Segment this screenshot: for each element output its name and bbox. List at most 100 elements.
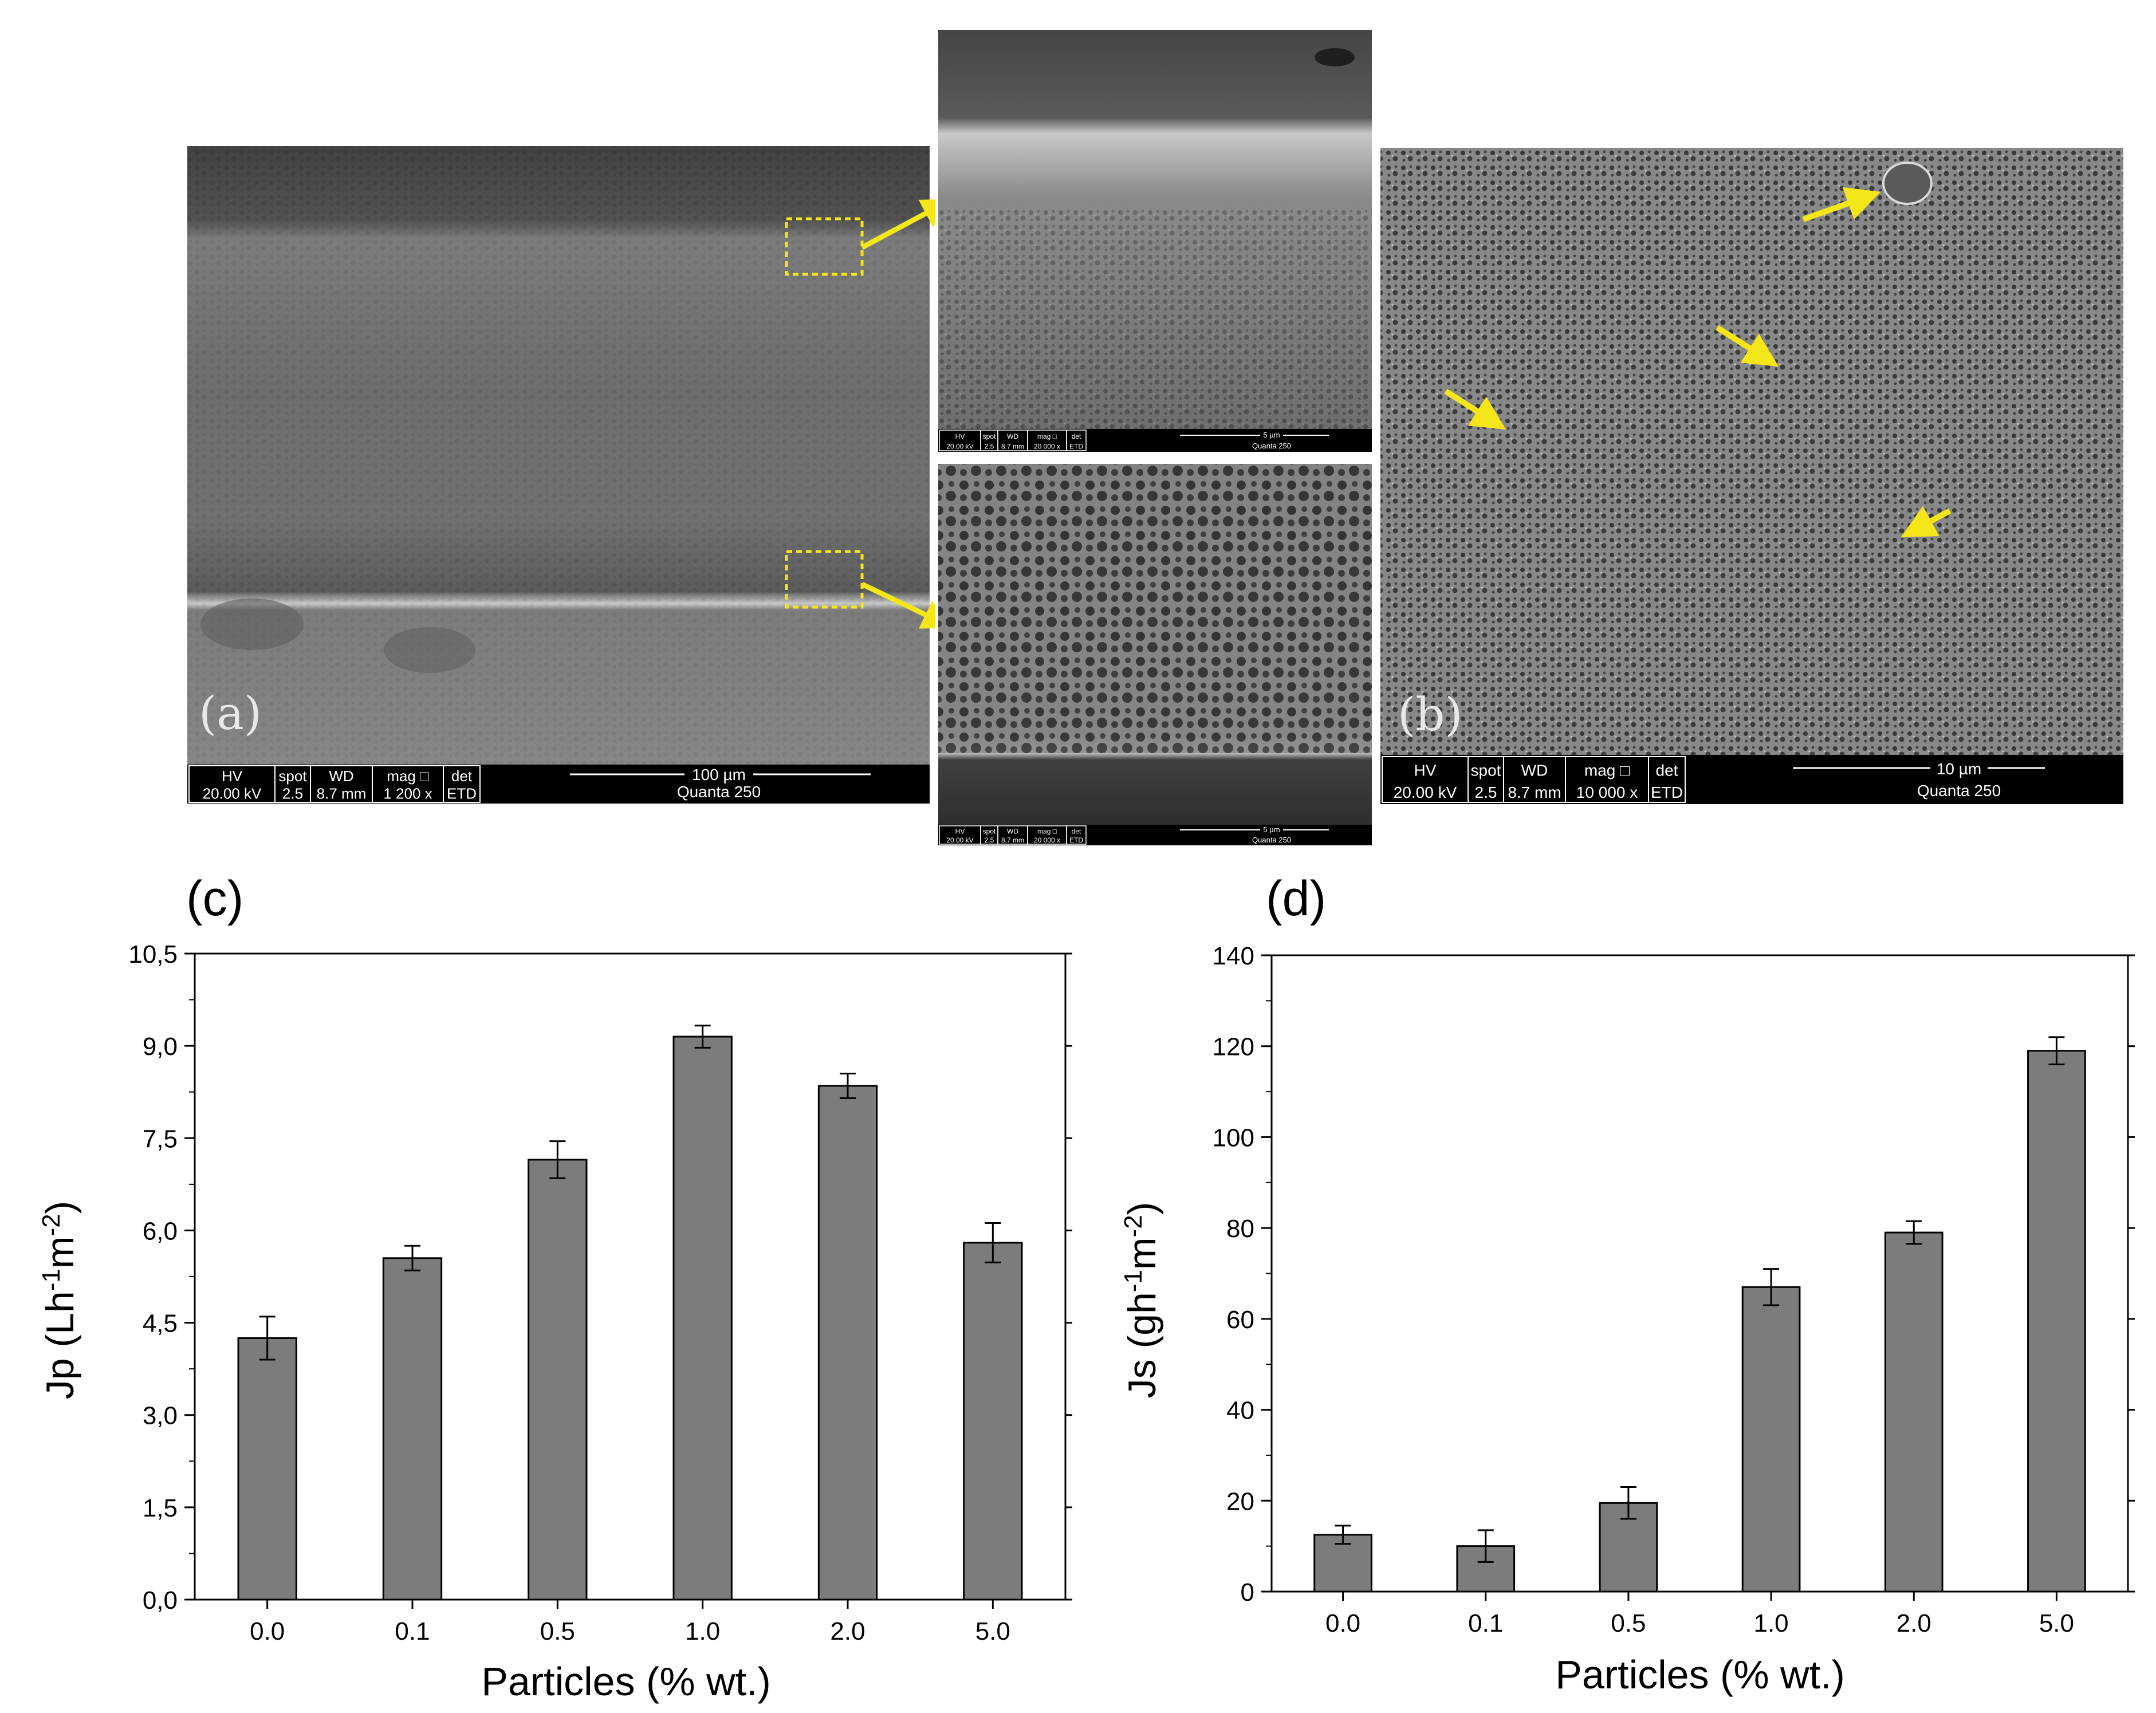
chart-c-panel-label: (c) (186, 871, 243, 926)
chart-d-xlabel: Particles (% wt.) (1555, 1652, 1845, 1697)
chart-c-frame (194, 952, 1067, 1601)
databar-cell-value: 8.7 mm (1508, 783, 1561, 801)
sem-panel-b: (b) HV 20.00 kV spot 2.5 WD 8.7 mm mag □ 10 000… (1380, 148, 2123, 804)
databar-cell-header: mag □ (387, 767, 429, 785)
databar-cell-value: 20 000 x (1034, 442, 1060, 450)
databar-cell-value: ETD (1069, 836, 1083, 844)
chart-c-bar (672, 1035, 733, 1601)
chart-d-ylabel: Js (gh-1m-2) (1119, 1202, 1164, 1399)
databar-cell-value: 20.00 kV (1394, 783, 1457, 801)
chart-d-plot: 0 20 40 60 80 100 120 140 0.0 0.1 0.5 1.0 2.0 5.0 (1213, 942, 2135, 1637)
chart-c-xlabel: Particles (% wt.) (481, 1659, 771, 1704)
databar-cell-header: HV (955, 432, 965, 440)
databar-cell-value: 2.5 (282, 785, 303, 802)
chart-c-ytick-label: 3,0 (143, 1402, 178, 1430)
arrow-to-top-zoom (860, 199, 953, 250)
chart-d-ytick-label: 60 (1226, 1306, 1254, 1334)
chart-d-xtick-label: 0.5 (1611, 1609, 1646, 1637)
chart-d-ylabel-sup2: -2 (1119, 1215, 1147, 1237)
databar-cell-header: WD (1521, 762, 1548, 779)
scale-label-bottom-zoom: 5 µm (1263, 825, 1280, 834)
chart-c-ylabel-mid: m (38, 1236, 82, 1269)
chart-d: (d) 0 20 40 60 80 100 120 140 0.0 0.1 0.5 1.0 2.0 5.0… (1119, 871, 2135, 1697)
chart-c-xtick-label: 0.0 (250, 1617, 285, 1645)
panel-a-label: (a) (199, 687, 262, 740)
chart-d-bar (1741, 1286, 1801, 1593)
databar-cell-value: ETD (447, 785, 477, 802)
chart-d-ylabel-sup1: -1 (1119, 1270, 1147, 1292)
inset-box-bottom (785, 550, 864, 609)
instrument-label-b: Quanta 250 (1917, 782, 2001, 800)
databar-cell-header: det (1656, 762, 1678, 779)
chart-d-ytick-label: 20 (1226, 1487, 1254, 1515)
chart-c-ytick-label: 9,0 (143, 1033, 178, 1061)
chart-d-ylabel-base: Js (gh (1120, 1292, 1164, 1398)
databar-cell-header: WD (1007, 827, 1018, 835)
chart-c: (c) 0,0 1,5 3,0 4,5 6,0 7,5 9,0 10,5 0.0 0.1 0.5 1.… (37, 871, 1072, 1704)
databar-cell-header: HV (955, 827, 965, 835)
chart-c-xtick-label: 0.5 (540, 1617, 575, 1645)
scale-label-top-zoom: 5 µm (1263, 431, 1280, 439)
instrument-label-top-zoom: Quanta 250 (1252, 442, 1291, 450)
arrow-to-bottom-zoom (861, 581, 954, 629)
databar-cell-value: 2.5 (985, 442, 994, 450)
databar-cell-header: mag □ (1584, 762, 1630, 779)
databar-cell (443, 765, 481, 803)
chart-d-xtick-label: 1.0 (1753, 1609, 1788, 1637)
chart-c-bar (528, 1159, 588, 1601)
chart-d-panel-label: (d) (1266, 871, 1326, 926)
databar-cell-header: det (1072, 432, 1081, 440)
chart-c-bar (237, 1337, 297, 1601)
chart-d-ytick-label: 140 (1213, 942, 1254, 970)
databar-cell-value: ETD (1069, 442, 1083, 450)
databar-cell-value: 10 000 x (1576, 783, 1638, 801)
databar-cell-header: spot (1471, 762, 1501, 779)
databar-cell-header: spot (983, 827, 996, 835)
chart-d-bar (1884, 1231, 1943, 1593)
databar-cell-header: WD (1007, 432, 1018, 440)
chart-c-ytick-label: 6,0 (143, 1217, 178, 1245)
chart-d-ytick-label: 40 (1226, 1397, 1254, 1425)
databar-cell-value: 2.5 (1475, 783, 1497, 801)
chart-c-bar (963, 1242, 1023, 1601)
chart-c-plot: 0,0 1,5 3,0 4,5 6,0 7,5 9,0 10,5 0.0 0.1 0.5 1.0 2.0… (128, 940, 1072, 1645)
sem-panel-a-top-zoom: HV 20.00 kV spot 2.5 WD 8.7 mm mag □ 20 000 x de… (935, 30, 1374, 452)
chart-c-ytick-label: 0,0 (143, 1586, 178, 1614)
particle-arrow-4 (1901, 506, 1952, 538)
particle-arrow-3 (1444, 388, 1506, 430)
scale-label-b: 10 µm (1937, 760, 1981, 778)
chart-c-xtick-label: 1.0 (685, 1617, 720, 1645)
instrument-label-bottom-zoom: Quanta 250 (1252, 836, 1291, 844)
chart-c-xtick-label: 0.1 (395, 1617, 430, 1645)
chart-c-bar (817, 1085, 878, 1601)
databar-cell-value: 2.5 (985, 836, 994, 844)
databar-cell-value: 20.00 kV (946, 836, 973, 844)
chart-d-xtick-label: 5.0 (2039, 1609, 2074, 1637)
chart-d-ylabel-mid: m (1120, 1237, 1164, 1270)
databar-cell (1066, 825, 1087, 845)
databar-cell-value: 8.7 mm (1001, 442, 1024, 450)
panel-b-label: (b) (1398, 688, 1463, 741)
chart-c-xtick-label: 5.0 (975, 1617, 1010, 1645)
databar-cell-value: 20.00 kV (203, 785, 262, 802)
chart-c-ylabel-base: Jp (Lh (38, 1291, 82, 1399)
chart-c-ytick-label: 7,5 (143, 1125, 178, 1153)
chart-d-ytick-label: 120 (1213, 1033, 1254, 1061)
databar-cell-value: 8.7 mm (1001, 836, 1024, 844)
databar-cell-header: HV (1414, 762, 1437, 779)
databar-cell-value: 20 000 x (1034, 836, 1060, 844)
databar-cell-header: mag □ (1037, 827, 1057, 835)
chart-d-frame (1270, 954, 2129, 1593)
databar-cell-header: spot (983, 432, 996, 440)
chart-d-xtick-label: 0.0 (1325, 1609, 1360, 1637)
particle-arrow-1 (1802, 187, 1881, 222)
chart-d-ytick-label: 80 (1226, 1215, 1254, 1243)
chart-c-xtick-label: 2.0 (830, 1617, 865, 1645)
databar-cell-value: 1 200 x (383, 785, 432, 802)
chart-c-ylabel-end: ) (38, 1201, 82, 1214)
databar-cell-header: det (451, 767, 473, 785)
databar-cell-value: 20.00 kV (946, 442, 973, 450)
chart-d-ytick-label: 100 (1213, 1124, 1254, 1152)
